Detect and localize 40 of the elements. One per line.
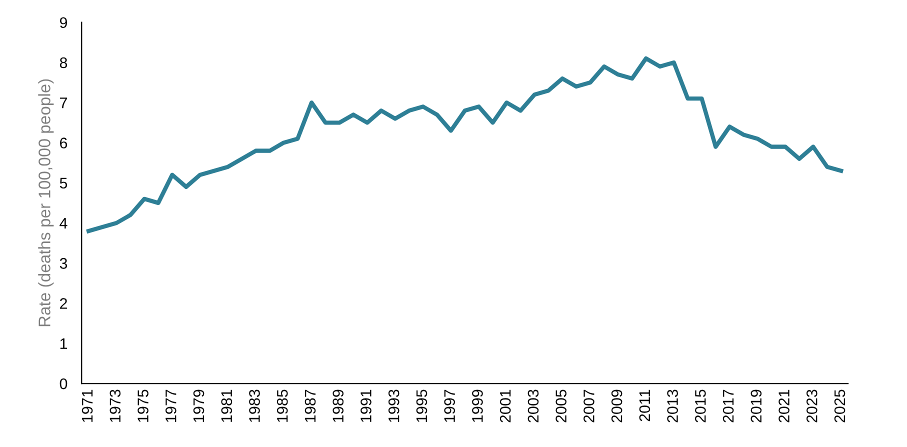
x-tick-label: 1973 — [110, 390, 121, 422]
y-tick-label: 0 — [60, 378, 68, 390]
line-series — [86, 56, 844, 234]
x-tick-label: 2001 — [500, 390, 511, 422]
y-axis-title: Rate (deaths per 100,000 people) — [38, 79, 54, 326]
x-tick-label: 1995 — [416, 390, 428, 422]
x-tick-label: 2015 — [695, 390, 706, 422]
x-tick-label: 2019 — [750, 390, 762, 422]
x-tick-label: 2003 — [528, 390, 539, 422]
y-tick-label: 4 — [60, 218, 68, 229]
x-tick-label: 2017 — [722, 390, 734, 422]
x-tick-label: 1979 — [193, 390, 204, 422]
x-tick-label: 1997 — [444, 390, 456, 422]
x-tick-label: 2021 — [778, 390, 790, 422]
x-tick-label: 1985 — [276, 390, 288, 422]
x-tick-label: 2005 — [556, 390, 566, 422]
x-tick-label: 1999 — [472, 390, 483, 422]
x-tick-label: 1971 — [82, 390, 93, 422]
x-tick-label: 1975 — [138, 390, 148, 422]
y-tick-label: 2 — [60, 298, 67, 309]
y-tick-label: 5 — [60, 178, 68, 189]
x-tick-label: 2025 — [834, 390, 846, 422]
y-tick-label: 1 — [60, 338, 67, 349]
x-tick-label: 1987 — [304, 390, 316, 422]
x-tick-label: 1981 — [221, 390, 232, 422]
y-tick-label: 7 — [60, 98, 67, 108]
x-tick-label: 1993 — [388, 390, 400, 422]
x-tick-label: 2013 — [667, 390, 678, 422]
y-tick-label: 6 — [60, 138, 68, 148]
x-tick-label: 1991 — [360, 390, 372, 422]
y-tick-label: 9 — [60, 17, 68, 28]
y-tick-label: 8 — [60, 57, 68, 68]
x-tick-label: 2007 — [584, 390, 594, 422]
x-tick-label: 2023 — [806, 390, 818, 422]
x-tick-label: 2009 — [611, 390, 622, 422]
x-tick-label: 1989 — [332, 390, 344, 422]
y-tick-label: 3 — [60, 258, 68, 269]
x-tick-label: 2011 — [639, 390, 650, 422]
x-tick-label: 1977 — [165, 390, 176, 422]
x-tick-label: 1983 — [249, 390, 260, 422]
